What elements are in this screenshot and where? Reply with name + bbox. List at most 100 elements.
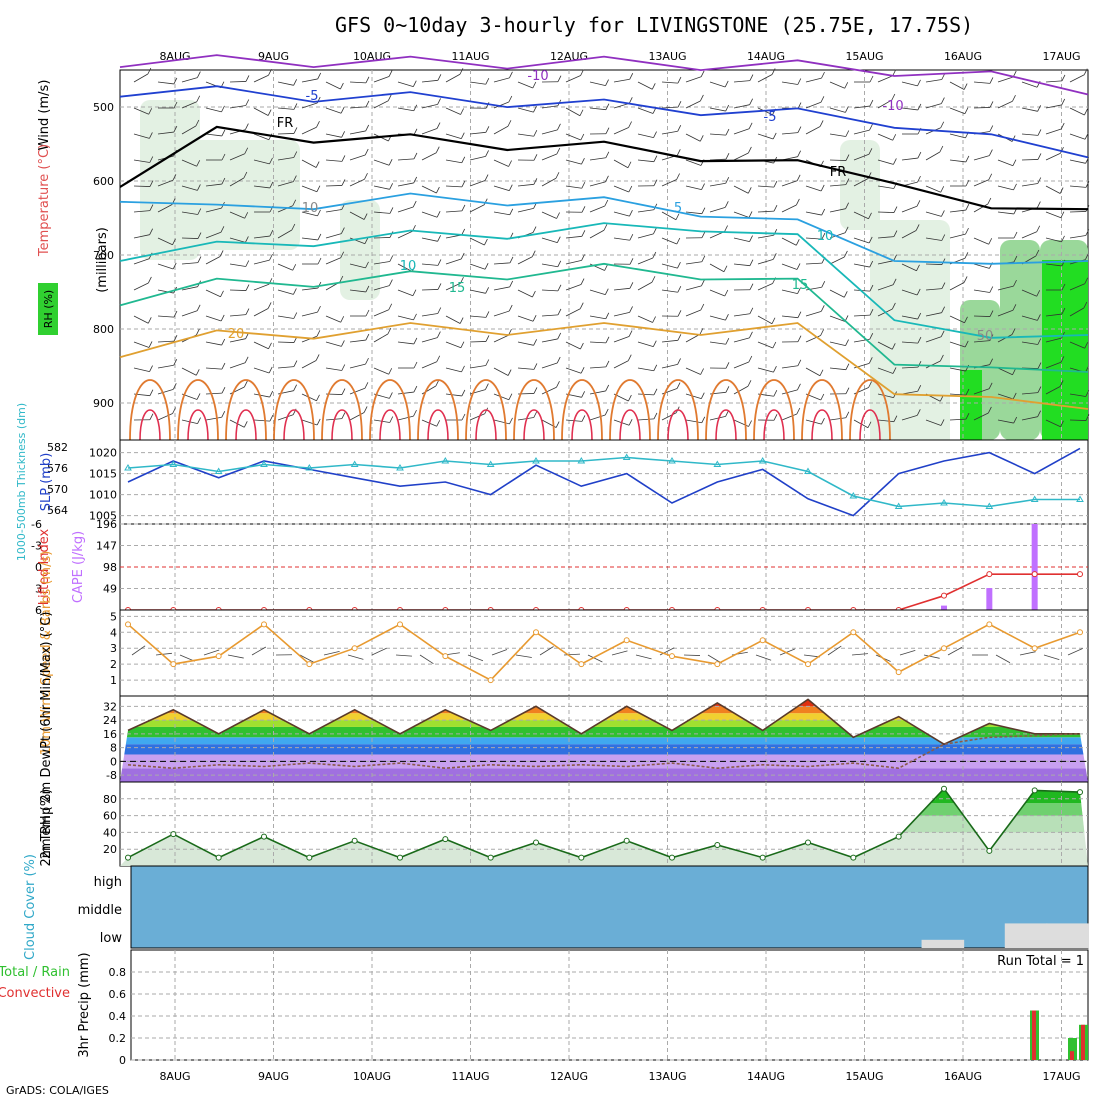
wind-barb-flag: [197, 256, 202, 263]
pressure-tick-label: 800: [93, 323, 114, 336]
wind-barb: [397, 230, 413, 239]
temp-tick-label: 32: [103, 700, 117, 713]
wind-barb: [1069, 107, 1085, 116]
wind-barb-flag: [653, 179, 658, 186]
wind-barb-flag: [677, 286, 682, 293]
wind-barb-flag: [580, 342, 584, 350]
wind-barb-flag: [797, 126, 802, 133]
upper-air-ylabel-wind: Wind (m/s): [37, 80, 52, 151]
wind-barb: [589, 315, 606, 320]
wind-barb: [277, 289, 294, 295]
wind-barb: [637, 341, 654, 348]
wind-barb-flag: [533, 130, 538, 137]
temp-tick-label: -8: [106, 769, 117, 782]
rh-line-point: [397, 854, 403, 861]
wind-barb: [517, 315, 534, 322]
wind-barb-flag: [293, 151, 298, 158]
wind-10m-barb: [371, 647, 387, 656]
wind-barb-flag: [387, 327, 392, 335]
wind-barb: [853, 314, 870, 317]
wind-barb: [277, 157, 294, 161]
wind-barb: [709, 206, 726, 213]
wind-barb: [373, 309, 389, 317]
wind-barb-flag: [701, 255, 706, 262]
precip-tick-label: 0.6: [109, 988, 127, 1001]
wind-barb-flag: [701, 416, 706, 423]
wind-barb-flag: [675, 213, 680, 220]
wind-barb-flag: [1013, 279, 1017, 287]
rh-line-point: [759, 854, 766, 861]
wind-barb-flag: [365, 76, 370, 84]
wind-barb-flag: [797, 150, 802, 157]
precip-ylabel: 3hr Precip (mm): [77, 952, 92, 1057]
wind-tick-label: 2: [110, 658, 117, 671]
top-date-label: 13AUG: [648, 50, 686, 63]
wind-barb-flag: [365, 261, 369, 269]
rh-line-point: [170, 831, 177, 838]
wind-barb-flag: [244, 356, 249, 363]
wind-barb: [613, 78, 630, 83]
convective-bar: [1070, 1051, 1074, 1060]
warm-contour: [609, 379, 651, 441]
wind-barb-flag: [1011, 328, 1016, 335]
wind-barb: [757, 133, 774, 140]
wind-barb: [493, 101, 509, 109]
wind-barb-flag: [1037, 314, 1041, 321]
wind-barb-flag: [965, 203, 970, 211]
wind-barb: [685, 133, 701, 142]
wind-barb-flag: [1060, 356, 1065, 363]
wind-barb-flag: [989, 310, 994, 317]
wind-barb-flag: [245, 123, 249, 130]
wind-barb-flag: [340, 316, 345, 323]
wind-barb-flag: [1037, 338, 1042, 345]
contour-label: FR: [830, 165, 847, 180]
wind-barb-flag: [340, 82, 344, 90]
thickness-line-point: [849, 492, 858, 499]
wind-barb: [469, 180, 486, 187]
wind-barb: [541, 289, 558, 292]
wind-barb: [781, 289, 798, 294]
cape-tick-label: 196: [96, 518, 117, 531]
wind-10m-barb: [419, 654, 434, 665]
wind-barb: [829, 159, 847, 161]
wind-barb-flag: [747, 187, 752, 194]
wind-barb: [493, 334, 509, 343]
wind-barb-flag: [916, 200, 921, 207]
wind-barb: [901, 205, 918, 213]
wind-speed-point: [397, 621, 403, 628]
wind-barb: [973, 81, 990, 84]
wind-barb-flag: [555, 172, 560, 179]
wind-barb: [253, 259, 270, 265]
wind-barb: [541, 263, 558, 268]
wind-barb-flag: [580, 278, 585, 285]
warm-contour: [273, 379, 315, 441]
wind-barb-flag: [1036, 225, 1041, 232]
wind-barb: [133, 341, 150, 348]
wind-barb: [565, 159, 582, 165]
wind-barb: [229, 81, 247, 83]
wind-barb: [445, 341, 462, 349]
rh-line-point: [669, 854, 675, 861]
wind-barb: [949, 393, 966, 396]
wind-barb: [397, 289, 414, 297]
wind-barb-flag: [773, 414, 778, 421]
wind-barb-flag: [1013, 183, 1017, 191]
wind-barb-flag: [771, 68, 776, 75]
wind-barb: [181, 211, 198, 215]
wind-barb-flag: [483, 198, 488, 205]
wind-barb: [733, 80, 750, 83]
wind-barb: [733, 211, 750, 218]
bottom-date-axis: 8AUG 9AUG 10AUG 11AUG 12AUG 13AUG 14AUG 15AUG 16…: [159, 1070, 1080, 1083]
rh-shade-area: [1000, 240, 1040, 440]
wind-barb: [373, 76, 390, 83]
wind-barb: [853, 105, 870, 109]
wind-barb-flag: [195, 369, 200, 376]
wind-barb-flag: [773, 390, 778, 397]
wind-barb-flag: [437, 307, 442, 314]
wind-barb-flag: [867, 421, 872, 428]
wind-barb: [829, 232, 846, 239]
wind-barb-flag: [341, 364, 346, 371]
wind-barb: [133, 258, 150, 265]
thickness-line-point: [894, 502, 903, 509]
contour-label: 50: [977, 329, 994, 344]
